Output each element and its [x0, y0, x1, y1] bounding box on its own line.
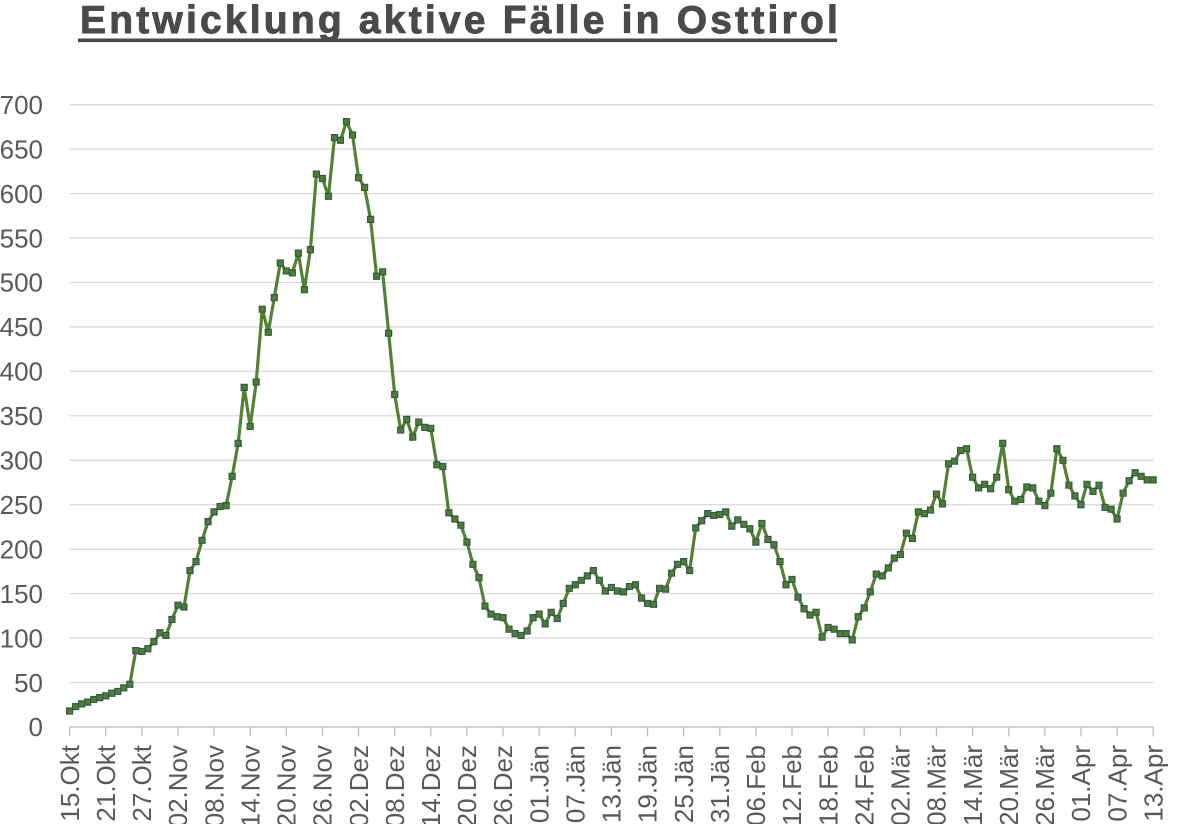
- svg-text:14.Mär: 14.Mär: [958, 745, 988, 824]
- svg-text:24.Feb: 24.Feb: [849, 745, 879, 824]
- svg-text:01.Apr: 01.Apr: [1066, 745, 1096, 822]
- svg-text:150: 150: [0, 579, 43, 609]
- svg-text:200: 200: [0, 534, 43, 564]
- svg-text:350: 350: [0, 401, 43, 431]
- svg-text:500: 500: [0, 268, 43, 298]
- svg-text:13.Jän: 13.Jän: [597, 745, 627, 823]
- svg-text:18.Feb: 18.Feb: [813, 745, 843, 824]
- svg-text:21.Okt: 21.Okt: [91, 744, 121, 821]
- svg-text:06.Feb: 06.Feb: [741, 745, 771, 824]
- svg-text:Entwicklung aktive Fälle in Os: Entwicklung aktive Fälle in Osttirol: [80, 0, 841, 42]
- svg-text:400: 400: [0, 357, 43, 387]
- svg-text:08.Nov: 08.Nov: [199, 745, 229, 824]
- svg-text:02.Mär: 02.Mär: [886, 745, 916, 824]
- svg-text:26.Dez: 26.Dez: [488, 745, 518, 824]
- svg-text:12.Feb: 12.Feb: [777, 745, 807, 824]
- svg-text:07.Jän: 07.Jän: [560, 745, 590, 823]
- svg-text:26.Nov: 26.Nov: [308, 745, 338, 824]
- svg-text:600: 600: [0, 179, 43, 209]
- svg-text:31.Jän: 31.Jän: [705, 745, 735, 823]
- svg-text:25.Jän: 25.Jän: [669, 745, 699, 823]
- svg-text:19.Jän: 19.Jän: [633, 745, 663, 823]
- svg-text:01.Jän: 01.Jän: [524, 745, 554, 823]
- svg-text:450: 450: [0, 312, 43, 342]
- svg-text:100: 100: [0, 623, 43, 653]
- svg-text:0: 0: [29, 712, 43, 742]
- svg-text:14.Nov: 14.Nov: [235, 745, 265, 824]
- svg-text:650: 650: [0, 134, 43, 164]
- svg-text:20.Mär: 20.Mär: [994, 745, 1024, 824]
- svg-text:20.Nov: 20.Nov: [272, 745, 302, 824]
- svg-text:02.Nov: 02.Nov: [163, 745, 193, 824]
- svg-text:13.Apr: 13.Apr: [1138, 745, 1168, 822]
- svg-text:250: 250: [0, 490, 43, 520]
- svg-text:550: 550: [0, 223, 43, 253]
- svg-text:27.Okt: 27.Okt: [127, 744, 157, 821]
- svg-text:07.Apr: 07.Apr: [1102, 745, 1132, 822]
- svg-text:300: 300: [0, 446, 43, 476]
- svg-text:26.Mär: 26.Mär: [1030, 745, 1060, 824]
- svg-text:08.Dez: 08.Dez: [380, 745, 410, 824]
- svg-text:700: 700: [0, 90, 43, 120]
- svg-text:02.Dez: 02.Dez: [344, 745, 374, 824]
- svg-text:50: 50: [14, 668, 43, 698]
- svg-text:20.Dez: 20.Dez: [452, 745, 482, 824]
- svg-text:15.Okt: 15.Okt: [55, 744, 85, 821]
- svg-text:08.Mär: 08.Mär: [922, 745, 952, 824]
- svg-text:14.Dez: 14.Dez: [416, 745, 446, 824]
